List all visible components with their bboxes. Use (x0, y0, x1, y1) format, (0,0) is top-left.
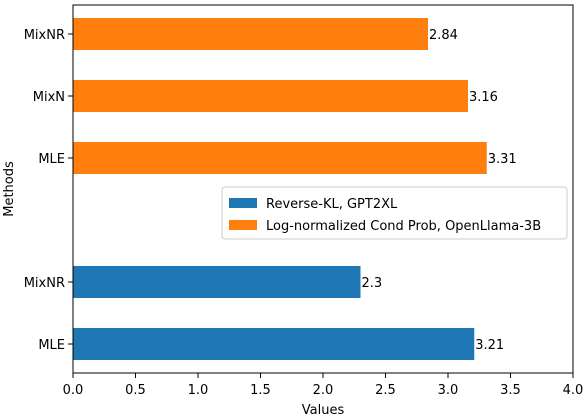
bars-group (73, 18, 487, 360)
bar-s0-mixnr (73, 266, 361, 298)
data-label-s0-mixnr: 2.3 (362, 276, 383, 291)
y-tick-label-s1-mixn: MixN (33, 90, 65, 105)
legend-label-0: Reverse-KL, GPT2XL (266, 197, 398, 212)
bar-s1-mixnr (73, 18, 428, 50)
data-labels-group: 3.21 2.3 3.31 3.16 2.84 (362, 28, 517, 353)
bar-s0-mle (73, 328, 475, 360)
data-label-s1-mle: 3.31 (488, 152, 517, 167)
x-tick-label-3.5: 3.5 (500, 383, 521, 398)
y-axis-title: Methods (2, 161, 17, 217)
legend-swatch-0 (229, 198, 257, 208)
legend-label-1: Log-normalized Cond Prob, OpenLlama-3B (266, 219, 541, 234)
bar-s1-mle (73, 142, 487, 174)
x-tick-label-3.0: 3.0 (438, 383, 459, 398)
y-tick-label-s1-mixnr: MixNR (24, 28, 65, 43)
y-tick-label-s1-mle: MLE (38, 152, 65, 167)
x-axis-ticks: 0.0 0.5 1.0 1.5 2.0 2.5 3.0 3.5 4.0 (63, 373, 584, 398)
y-axis-ticks: MLE MixNR MLE MixN MixNR (24, 28, 73, 353)
x-tick-label-1.0: 1.0 (188, 383, 209, 398)
y-tick-label-s0-mixnr: MixNR (24, 276, 65, 291)
y-tick-label-s0-mle: MLE (38, 338, 65, 353)
x-tick-label-2.5: 2.5 (375, 383, 396, 398)
x-tick-label-0.5: 0.5 (125, 383, 146, 398)
x-tick-label-4.0: 4.0 (563, 383, 584, 398)
data-label-s1-mixn: 3.16 (469, 90, 498, 105)
data-label-s1-mixnr: 2.84 (429, 28, 458, 43)
x-tick-label-0.0: 0.0 (63, 383, 84, 398)
x-tick-label-2.0: 2.0 (313, 383, 334, 398)
legend-swatch-1 (229, 220, 257, 230)
bar-s1-mixn (73, 80, 468, 112)
legend-frame (221, 186, 568, 240)
x-axis-title: Values (302, 403, 345, 418)
x-tick-label-1.5: 1.5 (250, 383, 271, 398)
legend: Reverse-KL, GPT2XL Log-normalized Cond Pr… (221, 186, 568, 240)
data-label-s0-mle: 3.21 (475, 338, 504, 353)
